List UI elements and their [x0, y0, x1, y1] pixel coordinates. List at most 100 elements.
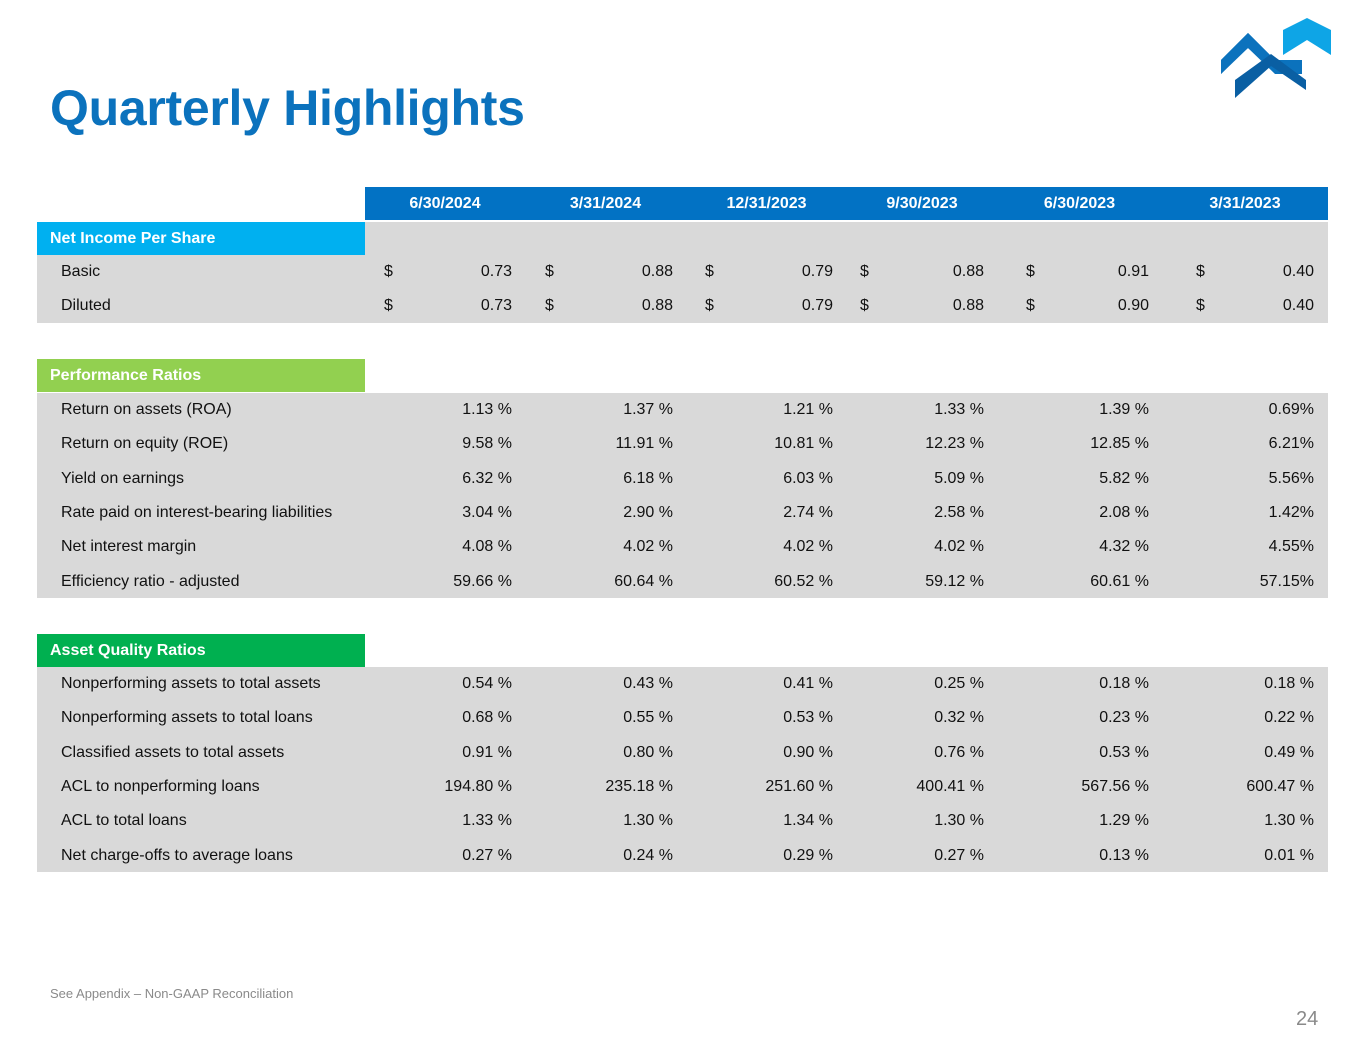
value-cell: 12.85 % [1090, 435, 1149, 453]
row-label: Basic [61, 263, 101, 280]
value-cell: 6.03 % [783, 469, 833, 487]
value-cell: 12.23 % [925, 435, 984, 453]
period-header-cell: 3/31/2024 [569, 195, 642, 212]
value-cell: 0.24 % [623, 846, 673, 864]
value-cell: 1.13 % [462, 401, 512, 418]
value-cell: 1.33 % [462, 812, 512, 830]
value-cell: 2.74 % [783, 503, 833, 521]
asset-quality-band [37, 667, 1328, 872]
value-cell: 59.66 % [453, 572, 512, 590]
value-cell: 57.15% [1259, 572, 1314, 590]
value-cell: 0.29 % [783, 846, 833, 864]
value-cell: 0.43 % [623, 675, 673, 692]
value-cell: 0.22 % [1264, 709, 1314, 727]
row-label: Nonperforming assets to total loans [61, 709, 313, 727]
table-row: Diluted $0.73 $0.88 $0.79 $0.88 $0.90 $0.40 [37, 289, 1328, 323]
value-cell: 1.30 % [1264, 812, 1314, 830]
value-cell: 0.27 % [934, 846, 984, 864]
value-cell: 0.79 [801, 297, 833, 315]
value-cell: 59.12 % [925, 572, 984, 590]
value-cell: 6.21% [1268, 435, 1314, 453]
value-cell: 0.73 [480, 297, 512, 315]
value-cell: 0.88 [641, 297, 673, 315]
value-cell: 0.18 % [1099, 675, 1149, 692]
row-label: Diluted [61, 297, 111, 315]
table-row: Yield on earnings 6.32 % 6.18 % 6.03 % 5.09 … [37, 462, 1328, 496]
value-cell: 0.23 % [1099, 709, 1149, 727]
row-label: Classified assets to total assets [61, 743, 285, 761]
value-cell: 0.54 % [462, 675, 512, 692]
value-cell: 4.02 % [934, 538, 984, 556]
currency-symbol: $ [545, 297, 554, 315]
period-header-cell: 6/30/2024 [409, 195, 481, 212]
row-label: Efficiency ratio - adjusted [61, 572, 240, 590]
table-row: Rate paid on interest-bearing liabilitie… [37, 496, 1328, 530]
value-cell: 567.56 % [1081, 777, 1149, 795]
value-cell: 0.40 [1282, 263, 1314, 280]
value-cell: 1.30 % [623, 812, 673, 830]
row-label: Return on equity (ROE) [61, 435, 229, 453]
value-cell: 0.18 % [1264, 675, 1314, 692]
value-cell: 0.91 [1117, 263, 1149, 280]
currency-symbol: $ [705, 263, 714, 280]
value-cell: 1.30 % [934, 812, 984, 830]
period-header-cell: 6/30/2023 [1043, 195, 1116, 212]
value-cell: 0.69% [1268, 401, 1314, 418]
value-cell: 60.52 % [774, 572, 833, 590]
period-header-cell: 9/30/2023 [886, 195, 958, 212]
row-label: Rate paid on interest-bearing liabilitie… [61, 503, 333, 521]
value-cell: 3.04 % [462, 503, 512, 521]
value-cell: 0.68 % [462, 709, 512, 727]
value-cell: 5.82 % [1099, 469, 1149, 487]
page-number: 24 [1296, 1008, 1319, 1030]
value-cell: 0.90 [1117, 297, 1149, 315]
row-label: ACL to total loans [61, 812, 187, 830]
value-cell: 0.55 % [623, 709, 673, 727]
value-cell: 0.27 % [462, 846, 512, 864]
performance-band [37, 393, 1328, 598]
value-cell: 4.55% [1268, 538, 1314, 556]
value-cell: 60.64 % [614, 572, 673, 590]
value-cell: 600.47 % [1246, 777, 1314, 795]
section-header-band [365, 222, 1328, 255]
value-cell: 0.76 % [934, 743, 984, 761]
value-cell: 1.21 % [783, 401, 833, 418]
row-label: Yield on earnings [61, 469, 185, 487]
row-label: Net interest margin [61, 538, 197, 556]
value-cell: 0.88 [641, 263, 673, 280]
value-cell: 0.53 % [783, 709, 833, 727]
currency-symbol: $ [1026, 297, 1035, 315]
value-cell: 0.90 % [783, 743, 833, 761]
value-cell: 5.56% [1268, 469, 1314, 487]
value-cell: 11.91 % [615, 435, 673, 453]
currency-symbol: $ [1026, 263, 1035, 280]
value-cell: 1.29 % [1099, 812, 1149, 830]
value-cell: 0.25 % [934, 675, 984, 692]
value-cell: 4.32 % [1099, 538, 1149, 556]
period-header-row: 6/30/2024 3/31/2024 12/31/2023 9/30/2023… [365, 187, 1328, 220]
value-cell: 1.33 % [934, 401, 984, 418]
value-cell: 0.73 [480, 263, 512, 280]
value-cell: 4.08 % [462, 538, 512, 556]
value-cell: 9.58 % [462, 435, 512, 453]
value-cell: 1.37 % [623, 401, 673, 418]
footnote: See Appendix – Non-GAAP Reconciliation [50, 986, 294, 1001]
value-cell: 0.80 % [623, 743, 673, 761]
value-cell: 6.32 % [462, 469, 512, 487]
row-label: Net charge-offs to average loans [61, 846, 293, 864]
table-row: ACL to nonperforming loans 194.80 % 235.18… [37, 770, 1328, 804]
table-row: Net interest margin 4.08 % 4.02 % 4.02 % 4.0… [37, 530, 1328, 564]
table-row: Efficiency ratio - adjusted 59.66 % 60.64 … [37, 565, 1328, 599]
asset-quality-section-header: Asset Quality Ratios [37, 634, 365, 667]
table-row: Net charge-offs to average loans 0.27 % 0.… [37, 839, 1328, 873]
value-cell: 0.01 % [1264, 846, 1314, 864]
currency-symbol: $ [1196, 263, 1205, 280]
value-cell: 4.02 % [623, 538, 673, 556]
value-cell: 5.09 % [934, 469, 984, 487]
table-row: Nonperforming assets to total loans 0.68 … [37, 701, 1328, 735]
page-title: Quarterly Highlights [50, 80, 525, 136]
value-cell: 1.34 % [783, 812, 833, 830]
currency-symbol: $ [860, 263, 869, 280]
currency-symbol: $ [545, 263, 554, 280]
value-cell: 0.88 [952, 263, 984, 280]
